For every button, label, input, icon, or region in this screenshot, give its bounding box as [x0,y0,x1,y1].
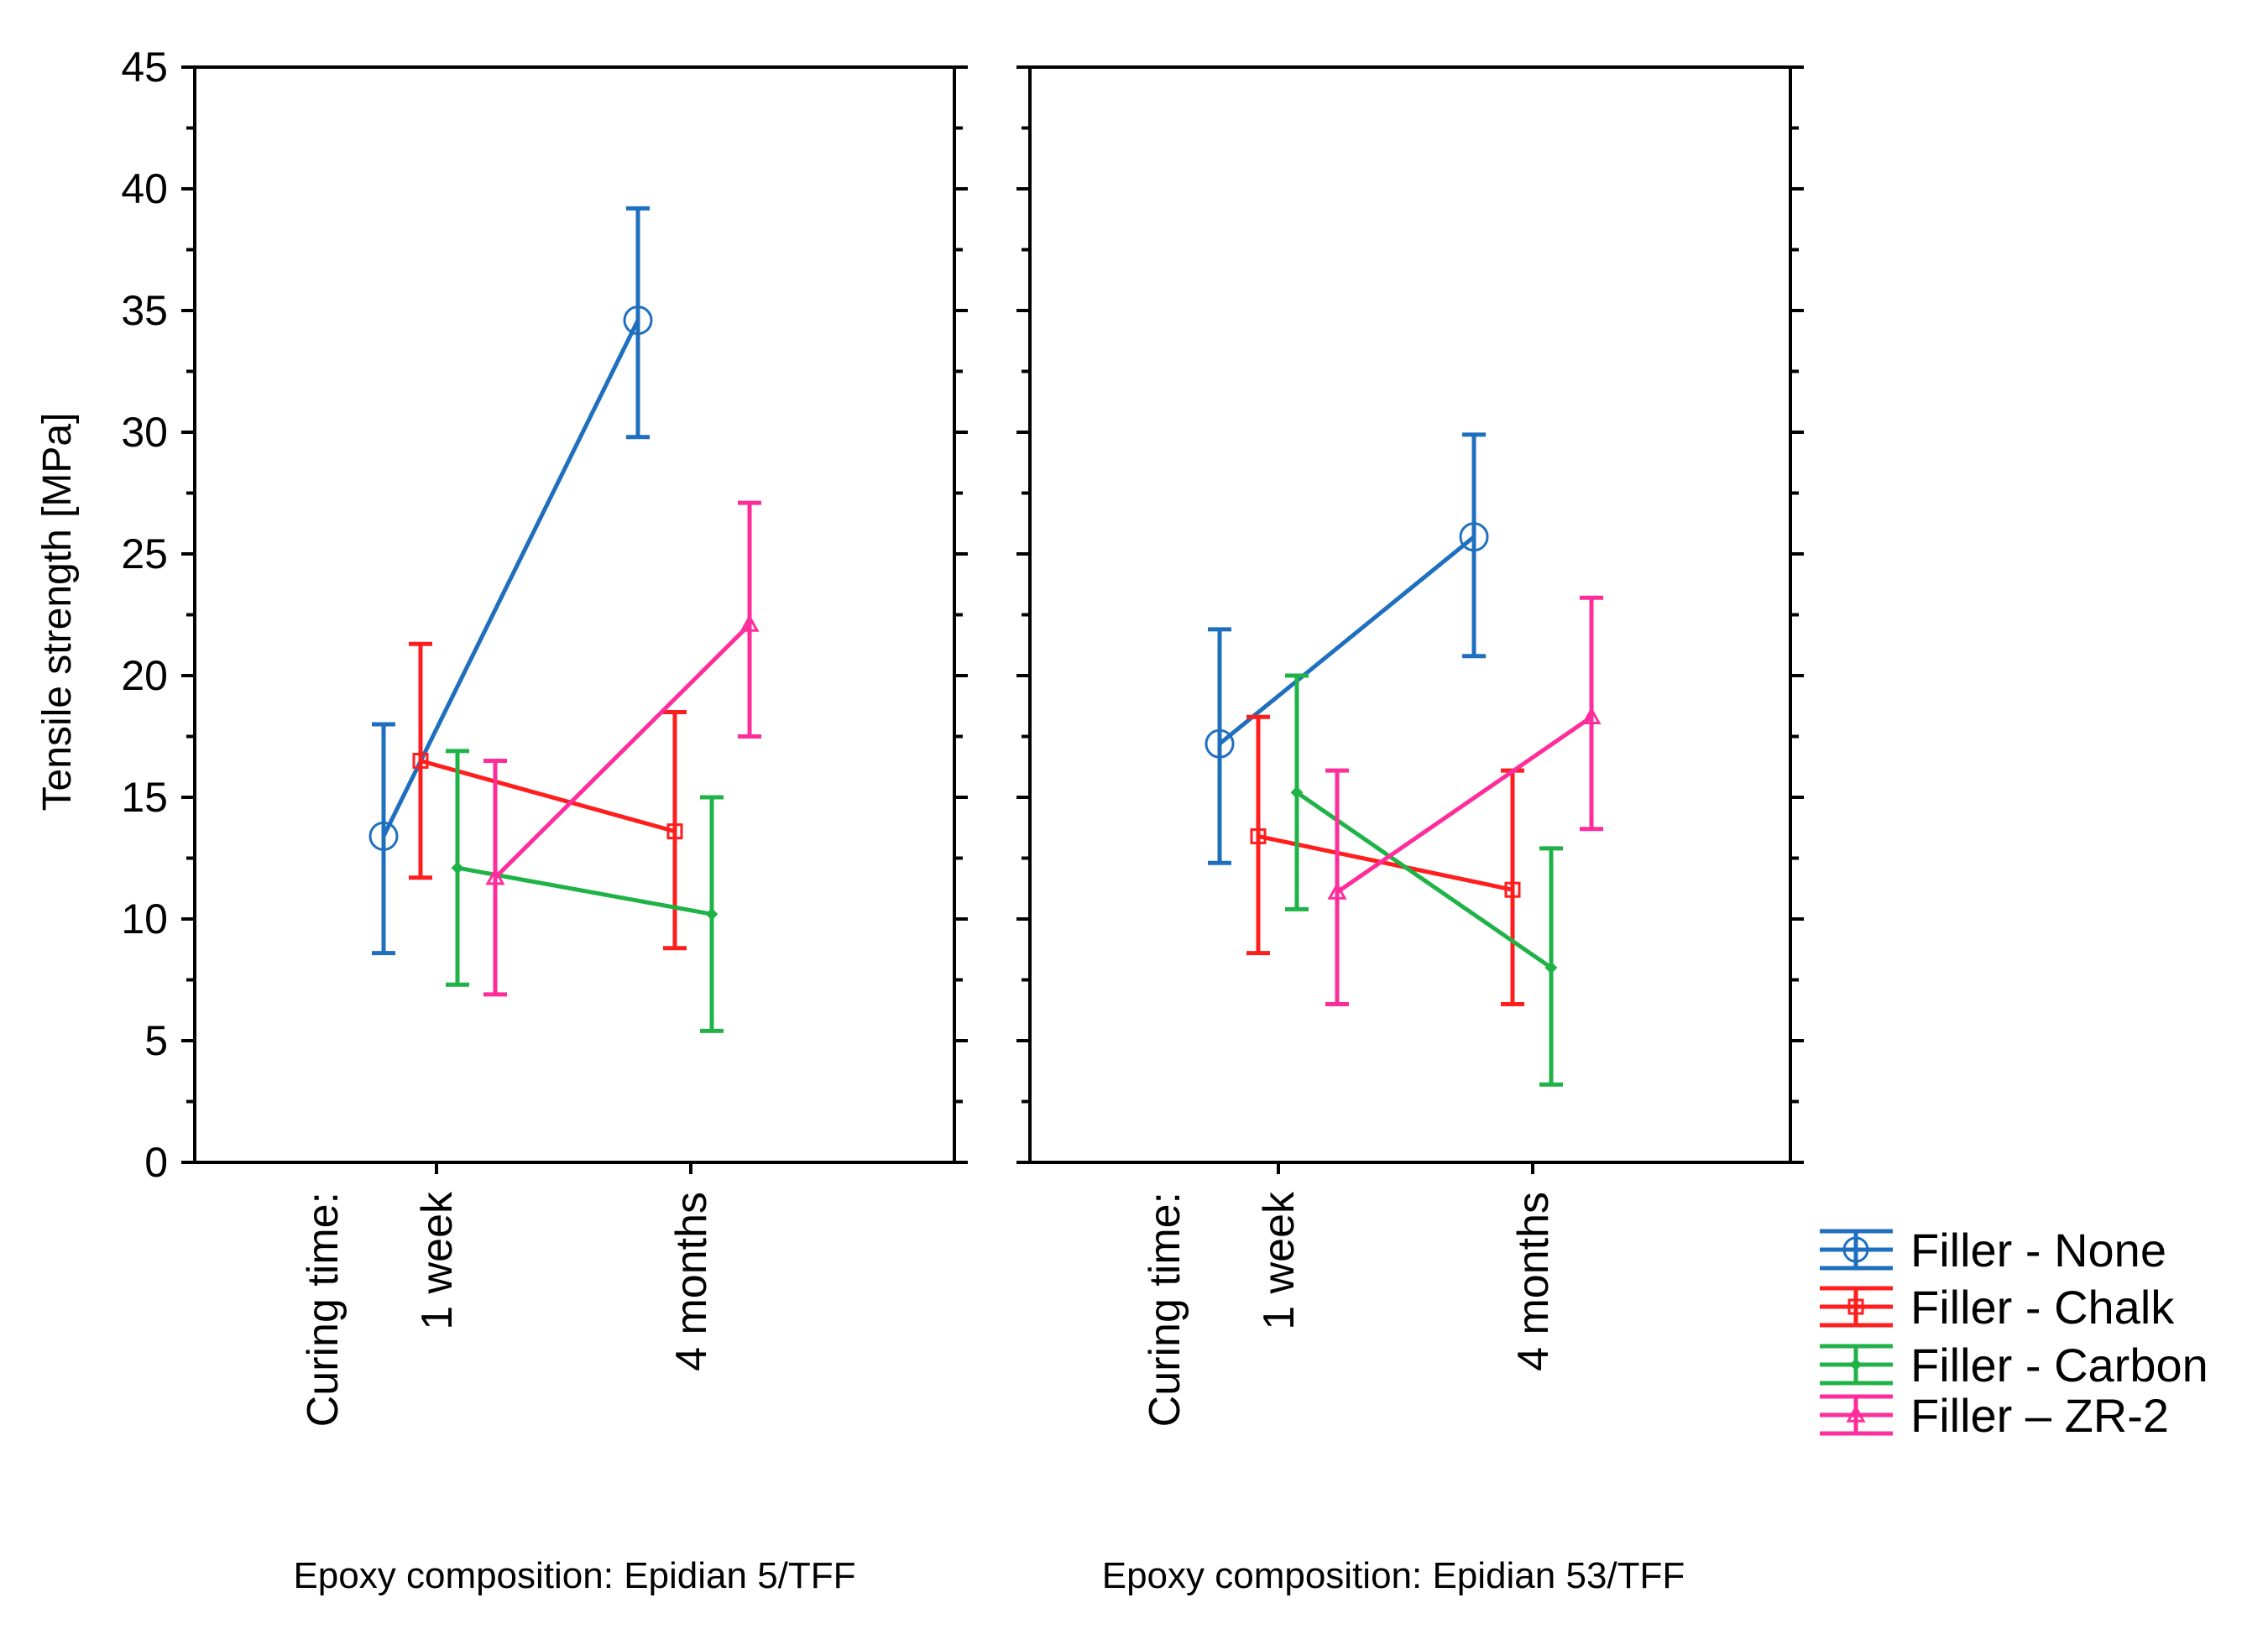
data-point [451,861,464,875]
series-line [381,319,640,838]
data-point [485,867,505,885]
panel-title: Epoxy composition: Epidian 5/TFF [293,1555,855,1596]
data-point [1205,728,1235,759]
series-zr2 [1325,595,1603,1006]
series-none [1205,432,1489,865]
y-tick-label: 45 [121,44,168,91]
data-point [1544,961,1558,974]
legend-marker [1849,1358,1863,1371]
series-line [494,623,751,880]
y-tick-label: 25 [121,530,168,577]
legend-label: Filler - Carbon [1910,1339,2208,1391]
data-point [1327,882,1347,900]
series-zr2 [483,500,761,997]
plot-frame [1028,65,1792,1164]
series-line [1335,715,1593,895]
y-tick-label: 5 [144,1017,168,1064]
legend-item-chalk: Filler - Chalk [1820,1281,2175,1334]
data-point [412,753,429,769]
curing-time-label: Curing time: [299,1192,348,1427]
data-point [666,823,683,840]
series-chalk [409,641,687,951]
panel-title: Epoxy composition: Epidian 53/TFF [1102,1555,1685,1596]
panel-1: 0 5 10 15 20 25 30 35 40 45 1 week 4 months Curing t… [121,44,968,1596]
series-line [1257,833,1513,892]
data-point [1581,707,1602,724]
legend-marker [1842,1236,1869,1263]
y-tick-label: 0 [144,1139,168,1186]
data-point [1504,881,1521,898]
legend-item-none: Filler - None [1820,1224,2166,1277]
series-none [368,206,653,956]
plot-frame [193,65,956,1164]
x-category-label: 4 months [1509,1192,1558,1371]
legend-label: Filler - None [1910,1224,2166,1277]
data-point [1250,828,1267,844]
data-point [705,907,719,921]
y-tick-label: 15 [121,774,168,821]
series-carbon [446,749,724,1033]
data-point [623,305,653,336]
series-chalk [1246,714,1524,1006]
data-point [1290,786,1304,799]
y-axis-title: Tensile strength [MPa] [35,413,80,812]
y-tick-label: 40 [121,165,168,212]
data-point [1459,522,1489,552]
panel-2: 1 week 4 months Curing time: Epoxy composit… [1016,65,1804,1596]
legend-marker [1846,1404,1866,1423]
y-tick-label: 10 [121,895,168,942]
x-category-label: 1 week [413,1191,462,1330]
data-point [739,614,760,632]
x-category-label: 1 week [1255,1191,1304,1330]
y-tick-label: 20 [121,652,168,699]
legend-marker [1847,1298,1864,1315]
legend-label: Filler - Chalk [1910,1281,2175,1334]
series-line [420,759,676,834]
y-tick-label: 35 [121,287,168,334]
legend-label: Filler – ZR-2 [1910,1389,2169,1442]
curing-time-label: Curing time: [1141,1192,1189,1427]
legend-item-carbon: Filler - Carbon [1820,1339,2208,1391]
data-point [368,821,399,851]
panels-layer: 0 5 10 15 20 25 30 35 40 45 1 week 4 months Curing t… [121,44,1804,1596]
x-category-label: 4 months [667,1192,716,1371]
legend-item-zr2: Filler – ZR-2 [1820,1389,2169,1442]
series-line [1218,535,1476,746]
series-carbon [1285,673,1563,1087]
y-tick-label: 30 [121,409,168,456]
